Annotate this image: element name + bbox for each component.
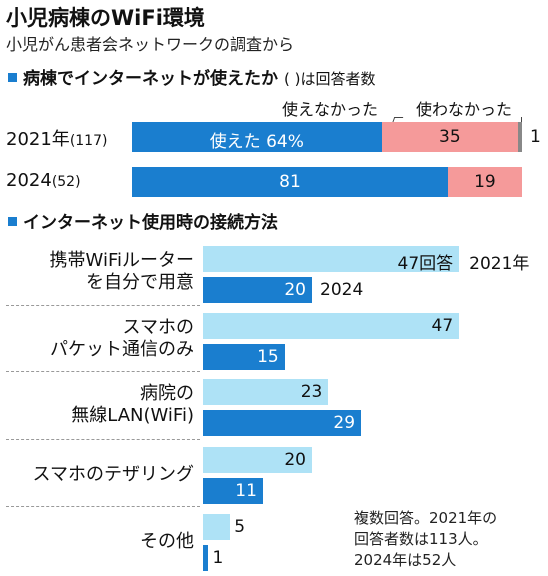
chart-subtitle: 小児がん患者会ネットワークの調査から (6, 35, 295, 54)
category-label: スマホのテザリング (32, 464, 194, 485)
section2-heading-text: インターネット使用時の接続方法 (23, 213, 278, 233)
bar-value-label: 19 (474, 172, 496, 192)
bar-value-2024: 20 (284, 280, 306, 300)
bar-value-2024: 29 (333, 413, 356, 433)
bar-could-not-use (381, 122, 519, 152)
group-divider (6, 506, 200, 507)
bar-value-2021: 20 (284, 450, 306, 470)
bar-value-2024: 15 (257, 347, 279, 367)
group-divider (6, 371, 200, 372)
section1-note: ( )は回答者数 (284, 70, 376, 88)
category-label: その他 (140, 531, 194, 552)
bar-could-use (132, 167, 448, 197)
year-label: 2021年(117) (6, 129, 108, 150)
bar-value-2021: 5 (234, 517, 246, 537)
section1-heading: 病棟でインターネットが使えたか ( )は回答者数 (8, 64, 375, 89)
legend-pointer-didnt (521, 117, 522, 125)
footnote: 複数回答。2021年の 回答者数は113人。 2024年は52人 (354, 509, 498, 569)
bar-value-label: 1 (530, 127, 541, 147)
bar-2024 (203, 277, 312, 303)
bar-value-2024: 1 (212, 548, 224, 568)
bar-value-2021: 23 (300, 382, 323, 402)
category-label: 病院の 無線LAN(WiFi) (71, 383, 194, 426)
group-divider (6, 305, 200, 306)
group-divider (6, 439, 200, 440)
bar-2021 (203, 447, 312, 473)
legend-did-not-use: 使わなかった (416, 100, 513, 119)
section2-heading: インターネット使用時の接続方法 (8, 208, 278, 233)
chart-title: 小児病棟のWiFi環境 (6, 6, 205, 30)
category-label: 携帯WiFiルーター を自分で用意 (49, 250, 194, 293)
bar-2024 (203, 410, 362, 436)
bullet-icon (8, 73, 17, 82)
bar-2021 (203, 313, 460, 339)
bar-did-not-use (518, 122, 522, 152)
bar-2024 (203, 478, 263, 504)
legend-2021-label: 2021年 (469, 254, 530, 274)
bar-value-label: 35 (439, 127, 461, 147)
bar-2024 (203, 344, 285, 370)
bar-value-label: 81 (279, 172, 301, 192)
bar-could-use (132, 122, 382, 152)
legend-cannot-use: 使えなかった (282, 100, 379, 119)
year-label: 2024(52) (6, 170, 81, 191)
legend-2024-label: 2024 (320, 280, 364, 300)
bar-value-label: 使えた 64% (209, 132, 304, 152)
section1-heading-text: 病棟でインターネットが使えたか (23, 69, 278, 89)
bar-2021 (203, 379, 329, 405)
bar-2021 (203, 246, 460, 272)
bar-value-2021: 47回答 (397, 254, 454, 274)
bullet-icon (8, 217, 17, 226)
bar-2021 (203, 514, 231, 540)
bar-value-2021: 47 (431, 316, 454, 336)
category-label: スマホの パケット通信のみ (50, 317, 194, 360)
bar-2024 (203, 545, 209, 571)
bar-could-not-use (447, 167, 522, 197)
bar-value-2024: 11 (235, 481, 257, 501)
